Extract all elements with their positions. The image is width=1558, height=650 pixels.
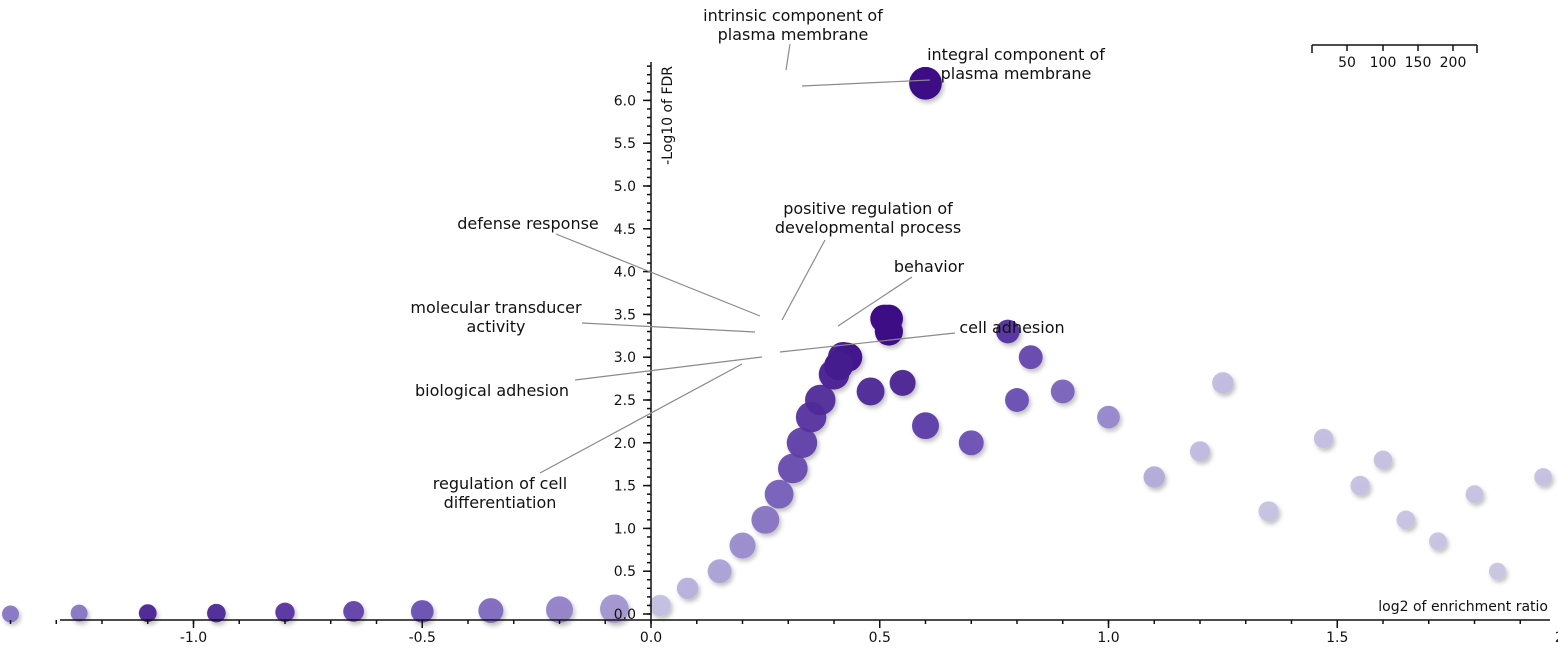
annotation-leader-line <box>781 239 826 321</box>
x-tick-label: -0.5 <box>409 630 436 646</box>
data-point <box>1189 441 1211 462</box>
y-tick-label: 4.5 <box>614 222 636 238</box>
data-point <box>1313 428 1334 449</box>
y-tick-label: 5.5 <box>614 136 636 152</box>
data-point <box>599 594 629 624</box>
data-point <box>1428 532 1447 551</box>
data-point <box>546 596 573 624</box>
data-point <box>786 427 818 459</box>
size-legend: 50 100 150 200 <box>1311 44 1478 71</box>
data-point <box>1396 510 1416 530</box>
size-legend-label: 50 <box>1338 55 1356 71</box>
data-point <box>1212 372 1234 394</box>
annotation-leader-line <box>801 79 931 87</box>
data-point <box>275 602 295 622</box>
annotation-label: defense response <box>457 214 599 233</box>
data-point <box>676 577 699 600</box>
annotation-label: behavior <box>894 257 965 276</box>
y-tick-label: 0.5 <box>614 564 636 580</box>
annotation-label: cell adhesion <box>959 318 1064 337</box>
points-layer <box>2 66 1553 624</box>
x-tick-label: 2.0 <box>1555 630 1558 646</box>
annotation-label: integral component of plasma membrane <box>927 45 1105 83</box>
y-tick-label: 2.5 <box>614 393 636 409</box>
annotation-leader-line <box>837 276 913 327</box>
data-point <box>649 594 671 617</box>
annotation-leader-line <box>785 43 791 71</box>
data-point <box>1258 501 1279 522</box>
size-legend-label: 150 <box>1405 55 1432 71</box>
annotation-leader-line <box>574 356 763 381</box>
data-point <box>410 600 434 623</box>
y-tick-label: 4.0 <box>614 265 636 281</box>
data-point <box>70 604 88 622</box>
data-point <box>2 605 19 623</box>
data-point <box>707 559 732 584</box>
y-tick-label: 3.0 <box>614 350 636 366</box>
data-point <box>729 532 756 559</box>
data-point <box>1143 466 1165 488</box>
data-point <box>207 603 226 623</box>
size-legend-label: 200 <box>1440 55 1467 71</box>
annotations-layer: intrinsic component of plasma membrane int… <box>410 6 1105 512</box>
x-tick-label: 0.5 <box>869 630 891 646</box>
x-axis-title: log2 of enrichment ratio <box>1378 599 1548 615</box>
y-tick-label: 6.0 <box>614 93 636 109</box>
annotation-leader-line <box>779 332 956 353</box>
labeled-data-point <box>874 317 903 346</box>
annotation-leader-line <box>555 233 761 317</box>
y-tick-label: 3.5 <box>614 307 636 323</box>
y-tick-label: 2.0 <box>614 436 636 452</box>
labeled-data-point <box>995 319 1020 344</box>
labeled-data-point <box>824 351 854 381</box>
data-point <box>912 412 939 440</box>
data-point <box>805 384 836 416</box>
size-legend-label: 100 <box>1370 55 1397 71</box>
y-axis: 0.0 0.5 1.0 1.5 2.0 2.5 3.0 3.5 4.0 4.5 5.0 5.5 6.0 <box>614 62 652 623</box>
x-tick-label: -1.0 <box>180 630 207 646</box>
data-point <box>764 479 794 509</box>
y-tick-label: 5.0 <box>614 179 636 195</box>
annotation-label: biological adhesion <box>415 381 569 400</box>
data-point <box>138 604 157 623</box>
data-point <box>1465 485 1484 504</box>
annotation-label: regulation of cell differentiation <box>433 474 567 512</box>
annotation-label: positive regulation of developmental proc… <box>775 199 961 237</box>
data-point <box>958 430 984 456</box>
x-tick-label: 0.0 <box>640 630 662 646</box>
x-tick-label: 1.5 <box>1326 630 1348 646</box>
annotation-leader-line <box>539 363 743 474</box>
data-point <box>478 598 504 624</box>
data-point <box>1488 562 1506 580</box>
labeled-data-point <box>909 66 942 100</box>
data-point <box>1534 468 1553 486</box>
y-tick-label: 0.0 <box>614 607 636 623</box>
data-point <box>751 505 780 534</box>
data-point <box>1005 388 1029 412</box>
y-tick-label: 1.0 <box>614 521 636 537</box>
y-axis-title: -Log10 of FDR <box>660 66 676 165</box>
y-tick-label: 1.5 <box>614 479 636 495</box>
x-axis: -2.5-2.0-1.5-1.0-0.50.00.51.01.52.02.53.… <box>9 619 1558 646</box>
data-point <box>1018 345 1043 370</box>
data-point <box>1097 405 1120 429</box>
annotation-leader-line <box>581 322 756 333</box>
annotation-label: molecular transducer activity <box>410 298 582 336</box>
data-point <box>777 453 808 484</box>
data-point <box>1050 379 1075 404</box>
data-point <box>1350 475 1370 496</box>
x-tick-label: 1.0 <box>1097 630 1119 646</box>
data-point <box>1373 450 1393 470</box>
data-point <box>889 369 916 396</box>
data-point <box>856 377 885 406</box>
annotation-label: intrinsic component of plasma membrane <box>703 6 883 44</box>
data-point <box>343 601 365 622</box>
